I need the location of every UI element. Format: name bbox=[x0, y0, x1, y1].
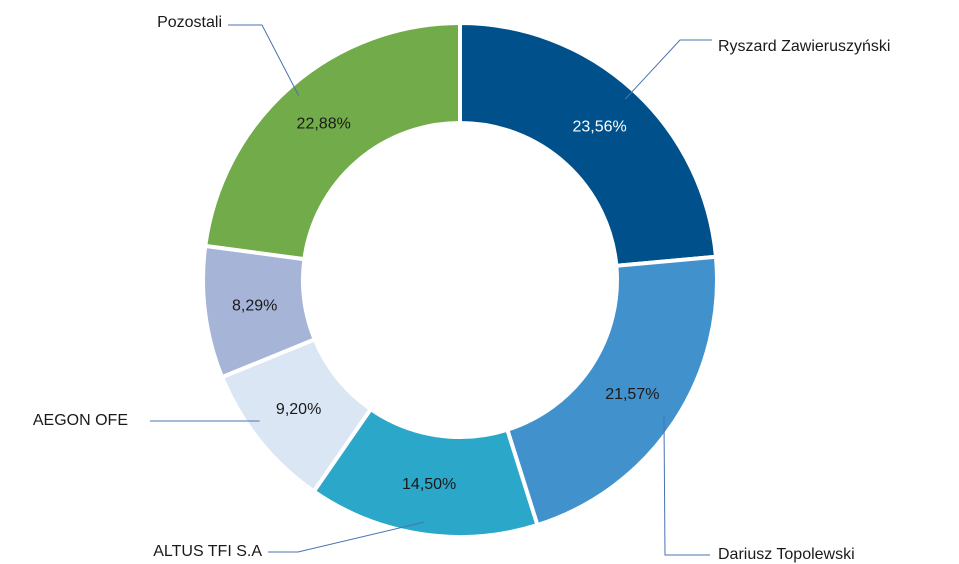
data-label: 8,29% bbox=[232, 297, 277, 314]
leader-line bbox=[228, 24, 300, 96]
donut-segment bbox=[458, 20, 719, 268]
category-label: AEGON OFE bbox=[33, 412, 128, 429]
donut-segment bbox=[504, 254, 719, 528]
data-label: 23,56% bbox=[572, 118, 626, 135]
data-label: 22,88% bbox=[297, 115, 351, 132]
category-label: Dariusz Topolewski bbox=[718, 546, 855, 563]
leader-line bbox=[624, 39, 712, 100]
category-label: Ryszard Zawieruszyński bbox=[718, 38, 890, 55]
data-label: 14,50% bbox=[402, 476, 456, 493]
data-label: 21,57% bbox=[605, 386, 659, 403]
category-label: ALTUS TFI S.A bbox=[153, 543, 262, 560]
leader-line bbox=[268, 521, 424, 553]
leader-line bbox=[663, 415, 710, 556]
data-label: 9,20% bbox=[276, 401, 321, 418]
category-label: Pozostali bbox=[157, 14, 222, 31]
donut-segment bbox=[203, 20, 462, 262]
